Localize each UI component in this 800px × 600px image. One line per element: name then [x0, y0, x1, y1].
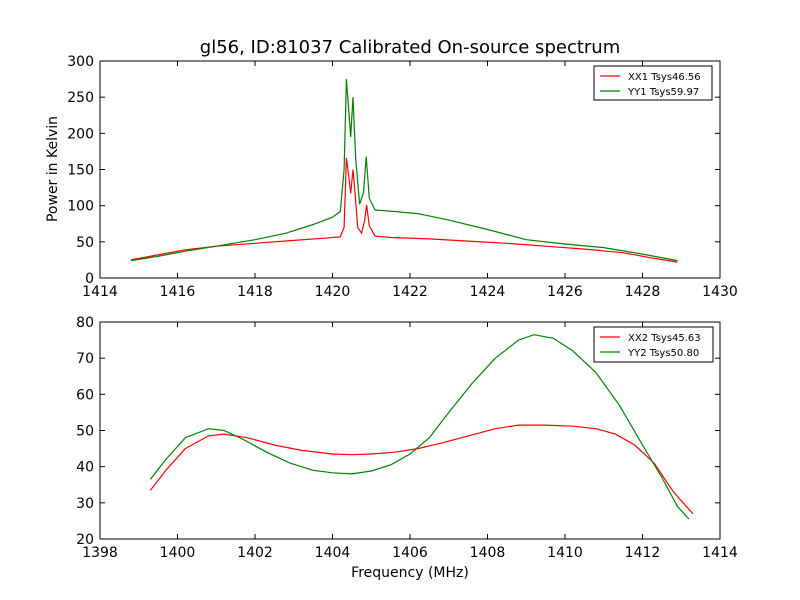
series-line-1-1	[130, 157, 678, 263]
series-line-1-2	[130, 79, 678, 262]
legend-label: XX1 Tsys46.56	[628, 72, 701, 83]
series-line-2-2	[149, 334, 690, 520]
x-tick-label: 1426	[547, 284, 583, 300]
legend-label: YY2 Tsys50.80	[627, 348, 699, 359]
x-tick-label: 1400	[160, 545, 196, 561]
y-tick-label: 40	[76, 460, 94, 476]
series-line-2-1	[149, 424, 694, 515]
x-tick-label: 1424	[470, 284, 506, 300]
x-tick-label: 1402	[237, 545, 273, 561]
legend-box	[593, 326, 714, 363]
y-tick-label: 70	[76, 351, 94, 367]
legend-label: YY1 Tsys59.97	[627, 87, 699, 98]
top-ylabel: Power in Kelvin	[45, 116, 61, 222]
y-tick-label: 100	[67, 199, 94, 215]
bottom-xlabel: Frequency (MHz)	[351, 565, 469, 581]
x-tick-label: 1416	[160, 284, 196, 300]
bottom-subplot: Frequency (MHz) 1398 1400 1402 1404 1406 1408…	[76, 315, 738, 581]
top-subplot: Power in Kelvin 1414 1416 1418 1420 1422 1424…	[45, 54, 738, 300]
x-tick-label: 1398	[82, 545, 118, 561]
axes-frame	[99, 60, 721, 279]
x-tick-label: 1414	[82, 284, 118, 300]
x-tick-label: 1410	[547, 545, 583, 561]
figure-title: gl56, ID:81037 Calibrated On-source spec…	[200, 37, 620, 58]
x-tick-label: 1406	[392, 545, 428, 561]
y-tick-label: 50	[76, 235, 94, 251]
y-tick-label: 300	[67, 54, 94, 70]
y-tick-label: 200	[67, 126, 94, 142]
legend-label: XX2 Tsys45.63	[628, 333, 701, 344]
y-tick-label: 80	[76, 315, 94, 331]
x-tick-label: 1418	[237, 284, 273, 300]
legend-box	[593, 65, 713, 101]
x-tick-label: 1428	[625, 284, 661, 300]
x-tick-label: 1412	[625, 545, 661, 561]
y-tick-label: 50	[76, 424, 94, 440]
x-tick-label: 1404	[315, 545, 351, 561]
y-tick-label: 250	[67, 90, 94, 106]
x-tick-label: 1422	[392, 284, 428, 300]
x-tick-label: 1408	[470, 545, 506, 561]
x-tick-label: 1430	[702, 284, 738, 300]
x-tick-label: 1414	[702, 545, 738, 561]
y-tick-label: 30	[76, 496, 94, 512]
y-tick-label: 150	[67, 163, 94, 179]
y-tick-label: 20	[76, 532, 94, 548]
x-tick-label: 1420	[315, 284, 351, 300]
y-tick-label: 0	[85, 271, 94, 287]
axes-frame	[99, 321, 721, 540]
y-tick-label: 60	[76, 387, 94, 403]
